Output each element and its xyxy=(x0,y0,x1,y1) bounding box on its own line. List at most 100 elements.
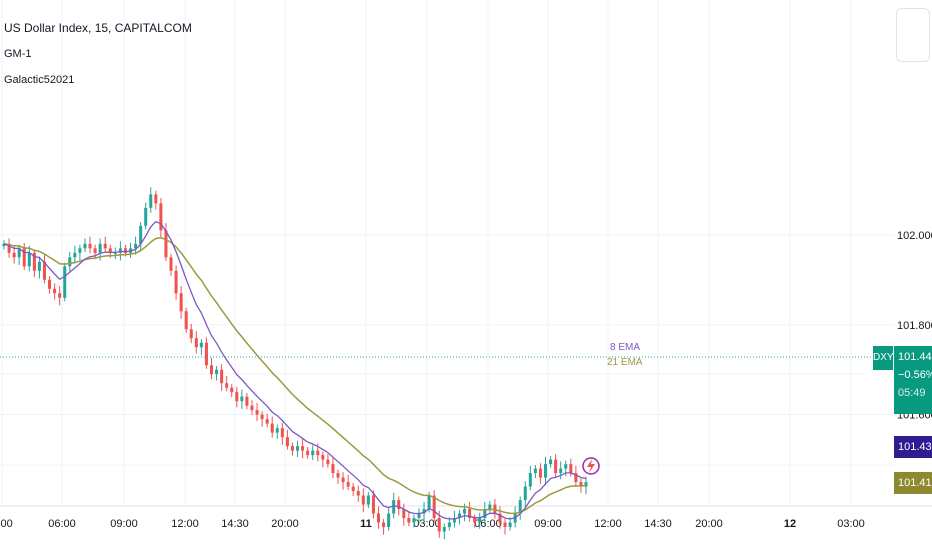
candle xyxy=(478,512,482,529)
x-tick-label: 09:00 xyxy=(534,518,562,530)
candle xyxy=(154,190,158,210)
candle-body xyxy=(245,396,249,406)
candle-body xyxy=(402,509,406,519)
candle-body xyxy=(255,410,259,415)
candle xyxy=(42,254,47,284)
x-tick-label: 20:00 xyxy=(695,518,723,530)
candle-body xyxy=(361,495,365,505)
candle xyxy=(331,456,335,479)
candle xyxy=(174,265,178,300)
current-price-tag: 101.4409 −0.56% 05:49 xyxy=(894,346,932,414)
candle xyxy=(321,451,325,468)
candle-body xyxy=(63,266,67,298)
x-tick-label: 12 xyxy=(784,518,796,530)
candle xyxy=(468,501,472,522)
ema-fast-line xyxy=(3,220,587,520)
candle xyxy=(32,249,36,278)
candle xyxy=(407,510,411,527)
legend-indicator-gm1[interactable]: GM-1 xyxy=(4,48,32,60)
candle-body xyxy=(468,509,472,519)
candle-body xyxy=(83,243,87,249)
current-price-value: 101.4409 xyxy=(898,351,932,363)
candle-body xyxy=(215,369,219,375)
candle-body xyxy=(382,522,386,528)
candle-body xyxy=(123,248,127,253)
scale-settings-button[interactable] xyxy=(896,8,930,62)
candle xyxy=(361,488,365,513)
candle-body xyxy=(103,243,107,249)
ema-fast-label: 8 EMA xyxy=(610,342,640,353)
candle-body xyxy=(108,248,112,253)
symbol-tag: DXY xyxy=(873,346,894,370)
candle-body xyxy=(518,500,522,514)
candle xyxy=(341,472,345,490)
candle-body xyxy=(417,513,421,519)
candle-body xyxy=(559,468,563,474)
candle xyxy=(290,442,294,456)
candle xyxy=(523,481,527,508)
candle xyxy=(351,482,355,497)
candle-body xyxy=(341,477,345,483)
candle xyxy=(53,283,57,300)
x-tick-label: 03:00 xyxy=(837,518,865,530)
candle xyxy=(417,508,421,525)
candle-body xyxy=(12,252,16,258)
candle-body xyxy=(98,243,102,253)
candle xyxy=(235,386,239,408)
candle-body xyxy=(483,509,487,519)
candle-body xyxy=(447,522,451,528)
candle-body xyxy=(159,203,163,231)
candle-body xyxy=(225,383,229,388)
candle-body xyxy=(7,243,11,253)
candle-body xyxy=(407,518,411,523)
candle xyxy=(356,485,360,502)
legend-indicator-galactic[interactable]: Galactic52021 xyxy=(4,74,75,86)
candle-body xyxy=(235,392,239,402)
candle xyxy=(574,465,578,488)
ema-slow-price-tag: 101.4153 xyxy=(894,472,932,494)
candle xyxy=(503,518,507,535)
candle xyxy=(169,253,173,276)
candle xyxy=(68,251,72,272)
candle-body xyxy=(169,257,173,271)
candle-body xyxy=(220,369,224,384)
candle-body xyxy=(538,468,542,478)
candle-body xyxy=(503,522,507,528)
candle-body xyxy=(427,495,431,510)
lightning-icon xyxy=(587,459,595,473)
candle-body xyxy=(321,455,325,460)
candle-body xyxy=(473,518,477,523)
candle-body xyxy=(113,252,117,254)
candle-body xyxy=(346,482,350,487)
candle xyxy=(275,424,279,439)
candle xyxy=(179,286,183,319)
candle xyxy=(412,514,416,528)
candle xyxy=(493,499,497,519)
candle-body xyxy=(265,419,269,424)
candle-body xyxy=(32,252,36,271)
candle-body xyxy=(376,513,381,523)
candle xyxy=(346,474,350,491)
candle-body xyxy=(387,513,391,528)
legend-symbol[interactable]: US Dollar Index, 15, CAPITALCOM xyxy=(4,21,192,35)
candle xyxy=(63,262,67,302)
candle xyxy=(538,463,542,484)
candle xyxy=(245,393,249,410)
candle xyxy=(432,490,436,523)
candle-body xyxy=(356,491,360,496)
candle-body xyxy=(42,261,47,280)
candle-body xyxy=(179,293,183,312)
candle xyxy=(144,202,148,230)
candle-body xyxy=(270,423,274,433)
candle xyxy=(397,496,401,516)
candle-body xyxy=(58,293,62,298)
y-tick-label: 101.8000 xyxy=(897,320,932,332)
candle-body xyxy=(285,437,289,447)
ema-slow-label: 21 EMA xyxy=(607,357,643,368)
candle xyxy=(387,508,391,531)
candle-body xyxy=(579,482,583,487)
x-tick-label: 09:00 xyxy=(110,518,138,530)
candle-body xyxy=(53,288,57,294)
candle-body xyxy=(174,270,178,294)
